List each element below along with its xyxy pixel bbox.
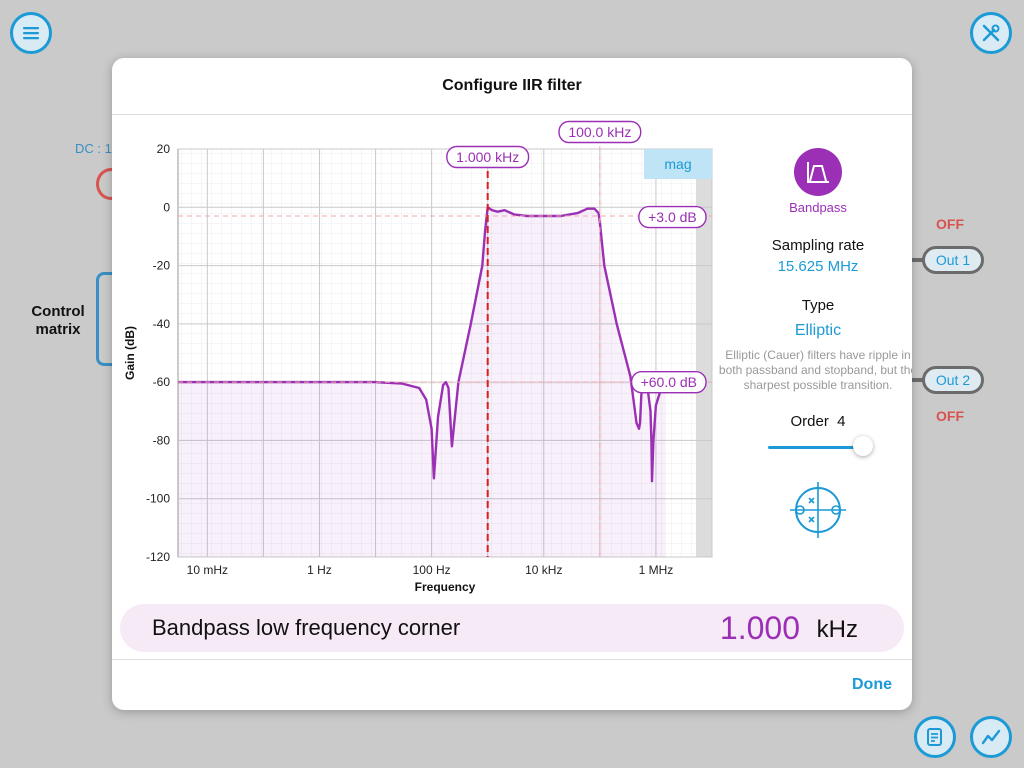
x-axis-label: Frequency	[415, 580, 476, 594]
x-tick-label: 100 Hz	[413, 563, 451, 577]
dc-label: DC : 1	[75, 141, 112, 156]
atten-label: +60.0 dB	[630, 370, 707, 394]
mode-toggle-label: mag	[664, 156, 691, 172]
pole-zero-button[interactable]	[718, 478, 912, 547]
dialog-title: Configure IIR filter	[442, 77, 582, 94]
order-label: Order	[790, 413, 829, 430]
tools-icon	[982, 24, 1000, 42]
bandpass-button[interactable]	[794, 148, 842, 196]
tools-button[interactable]	[970, 12, 1012, 54]
high-corner-label-text: 100.0 kHz	[568, 124, 631, 140]
ripple-label-pill	[638, 205, 707, 229]
high-corner-label: 100.0 kHz	[558, 120, 642, 144]
gridlines	[178, 148, 713, 558]
low-corner-label-text: 1.000 kHz	[456, 149, 519, 165]
y-tick-label: -100	[146, 492, 170, 506]
low-corner-label-pill	[446, 145, 530, 169]
x-tick-label: 10 mHz	[187, 563, 228, 577]
order-slider-knob[interactable]	[853, 436, 873, 456]
order-row: Order 4	[718, 413, 912, 430]
control-matrix-bracket	[96, 272, 116, 366]
parameter-value[interactable]: 1.000	[719, 610, 800, 646]
atten-label-text: +60.0 dB	[641, 374, 697, 390]
filter-type-label: Bandpass	[789, 200, 847, 215]
control-matrix-label: Control matrix	[31, 303, 85, 338]
mode-toggle[interactable]: mag	[644, 149, 712, 179]
atten-label-pill	[630, 370, 707, 394]
low-corner-label: 1.000 kHz	[446, 145, 530, 169]
y-tick-label: 0	[163, 200, 170, 214]
high-corner-label-pill	[558, 120, 642, 144]
bandpass-icon	[807, 162, 829, 183]
y-tick-label: -60	[153, 375, 171, 389]
order-value: 4	[837, 413, 846, 430]
mode-toggle-bg	[644, 149, 712, 179]
out2-button[interactable]: Out 2	[922, 366, 984, 394]
type-value[interactable]: Elliptic	[794, 322, 842, 339]
out1-status: OFF	[936, 216, 964, 232]
x-tick-label: 10 kHz	[525, 563, 562, 577]
type-label: Type	[801, 297, 835, 314]
sampling-rate-value[interactable]: 15.625 MHz	[777, 258, 859, 275]
sampling-rate-label: Sampling rate	[771, 237, 865, 254]
response-fill	[178, 207, 666, 558]
order-slider[interactable]	[768, 436, 873, 458]
type-description: Elliptic (Cauer) filters have ripple in …	[718, 348, 912, 392]
plot-scroll-strip	[696, 149, 712, 557]
scope-button[interactable]	[970, 716, 1012, 758]
y-axis-label: Gain (dB)	[123, 326, 137, 380]
ripple-label-text: +3.0 dB	[648, 209, 697, 225]
menu-icon	[23, 27, 39, 40]
bottom-separator	[112, 659, 912, 660]
y-tick-label: -40	[153, 317, 171, 331]
filter-response-chart[interactable]: 20 0 -20 -40 -60 -80 -100 -120 10 mHz 1 Hz 100 Hz 1…	[112, 114, 718, 604]
plot-area	[177, 148, 713, 558]
parameter-unit: kHz	[816, 616, 858, 643]
y-tick-label: 20	[157, 142, 171, 156]
ripple-label: +3.0 dB	[638, 205, 707, 229]
parameter-label: Bandpass low frequency corner	[152, 615, 461, 640]
out2-wire	[912, 378, 924, 382]
out1-wire	[912, 258, 924, 262]
y-tick-label: -80	[153, 433, 171, 447]
x-tick-label: 1 Hz	[307, 563, 332, 577]
title-separator	[112, 114, 912, 115]
iir-filter-dialog: Configure IIR filter 20 0 -20 -40 -60 -80 -100…	[112, 58, 912, 710]
menu-button[interactable]	[10, 12, 52, 54]
y-tick-label: -20	[153, 259, 171, 273]
scope-icon	[981, 729, 1001, 745]
notes-button[interactable]	[914, 716, 956, 758]
out2-status: OFF	[936, 408, 964, 424]
out1-button[interactable]: Out 1	[922, 246, 984, 274]
parameter-value-bar[interactable]: Bandpass low frequency corner 1.000 kHz	[120, 604, 904, 652]
pole-zero-icon	[790, 482, 846, 538]
filter-settings-panel: Bandpass Sampling rate 15.625 MHz Type E…	[718, 144, 912, 547]
notes-icon	[927, 728, 942, 746]
done-button[interactable]: Done	[852, 676, 892, 693]
y-tick-label: -120	[146, 550, 170, 564]
x-tick-label: 1 MHz	[639, 563, 674, 577]
order-slider-fill	[768, 446, 863, 449]
